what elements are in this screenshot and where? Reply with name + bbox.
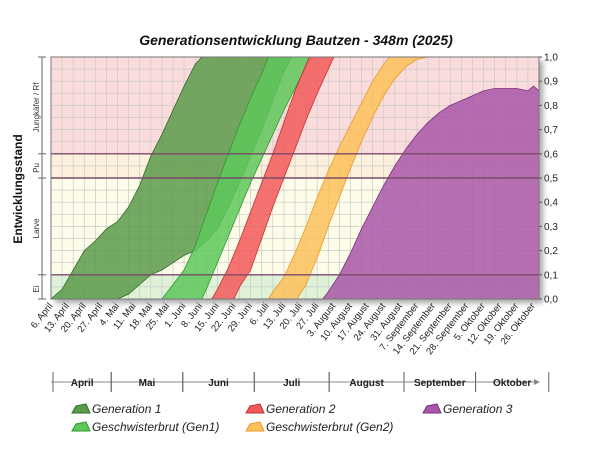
stage-lines xyxy=(50,56,540,300)
month-label-5: September xyxy=(414,378,466,389)
y-tick-label: 0,1 xyxy=(544,270,558,281)
month-label-0: April xyxy=(71,378,94,389)
y-tick-label: 0,9 xyxy=(544,77,558,88)
y-tick-label: 0,4 xyxy=(544,198,558,209)
legend-label-1: Geschwisterbrut (Gen1) xyxy=(92,420,219,434)
month-label-6: Oktober xyxy=(493,378,531,389)
stage-label-2: Pu xyxy=(32,163,41,173)
y-tick-labels: 0,0 0,1 0,2 0,3 0,4 0,5 0,6 0,7 0,8 0,9 1,0 xyxy=(539,53,558,306)
legend-label-0: Generation 1 xyxy=(92,402,161,416)
legend-label-3: Geschwisterbrut (Gen2) xyxy=(266,420,393,434)
y-tick-label: 1,0 xyxy=(544,53,558,64)
y-tick-label: 0,8 xyxy=(544,101,558,112)
y-tick-label: 0,7 xyxy=(544,125,558,136)
month-label-4: August xyxy=(349,378,384,389)
month-label-3: Juli xyxy=(283,378,300,389)
series-area-4 xyxy=(321,85,540,300)
legend-swatch-0 xyxy=(71,403,91,414)
y-tick-label: 0,3 xyxy=(544,222,558,233)
legend-label-4: Generation 3 xyxy=(443,402,513,416)
stage-labels: Ei Larve Pu Jungkäfer / Rf xyxy=(32,56,46,300)
stage-label-0: Ei xyxy=(32,285,41,292)
chart-title: Generationsentwicklung Bautzen - 348m (2… xyxy=(139,32,453,48)
y-tick-label: 0,0 xyxy=(544,295,558,306)
legend-swatch-1 xyxy=(71,421,91,432)
legend-swatch-4 xyxy=(422,403,442,414)
stage-label-3: Jungkäfer / Rf xyxy=(32,82,41,133)
y-tick-label: 0,2 xyxy=(544,246,558,257)
legend-swatch-3 xyxy=(245,421,265,432)
y-tick-label: 0,6 xyxy=(544,149,558,160)
y-axis-label: Entwicklungsstand xyxy=(11,134,25,243)
legend-label-2: Generation 2 xyxy=(266,402,336,416)
month-label-1: Mai xyxy=(139,378,156,389)
legend-swatch-2 xyxy=(245,403,265,414)
stage-label-1: Larve xyxy=(32,218,41,239)
legend: Generation 1 Generation 2 Generation 3 Gesc… xyxy=(71,402,513,434)
month-axis-arrow xyxy=(534,379,540,385)
month-label-2: Juni xyxy=(208,378,229,389)
y-tick-label: 0,5 xyxy=(544,174,558,185)
month-axis: April Mai Juni Juli August September Oktober xyxy=(51,372,550,392)
